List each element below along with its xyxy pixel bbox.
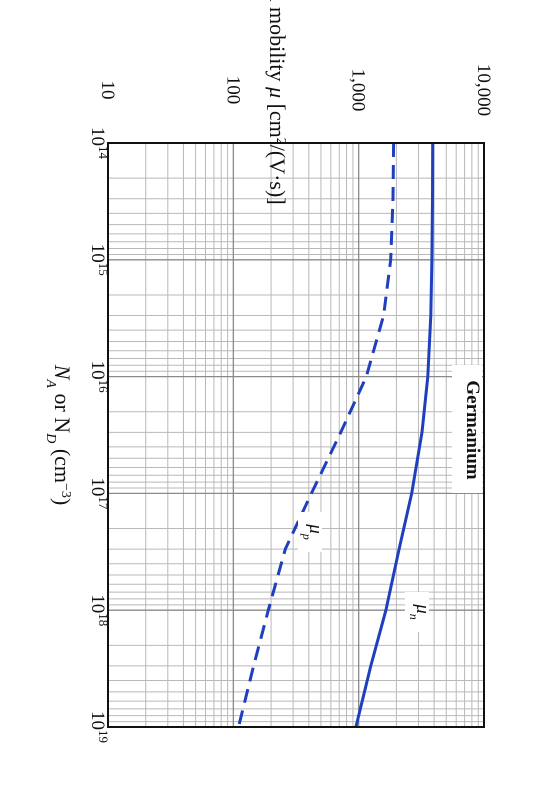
x-tick-labels: 1014 1015 1016 1017 1018 1019 [87,127,112,743]
y-tick-label: 10,000 [473,64,494,116]
x-tick-label: 1016 [87,361,112,394]
x-tick-label: 1015 [87,244,112,276]
x-tick-label: 1018 [87,594,112,626]
annotation-background [452,365,482,493]
series-layer [237,142,435,728]
rotated-labels: 10 100 1,000 10,000 10141015101610171018101… [44,0,495,743]
mu-p-series-label: μp [300,523,326,540]
y-tick-labels: 10 100 1,000 10,000 [97,64,494,116]
x-tick-label: 1014 [87,127,112,160]
germanium-annotation: Germanium [462,380,483,479]
mu-n-series-label: μn [407,603,433,620]
x-tick-label: 1017 [87,477,112,510]
plot-frame [107,142,485,728]
series-line-p [237,142,396,728]
mu-p-label-background [298,512,322,552]
y-tick-label: 100 [222,76,243,105]
mu-n-label-background [405,592,429,632]
y-axis-label: Low field mobility μ [cm2/(V·s)] [265,0,290,205]
x-tick-label: 1019 [87,711,112,743]
y-tick-label: 1,000 [348,69,369,112]
x-axis-label: NA or ND (cm−3) [44,364,76,506]
y-tick-label: 10 [97,81,118,100]
series-line-n [354,142,435,728]
